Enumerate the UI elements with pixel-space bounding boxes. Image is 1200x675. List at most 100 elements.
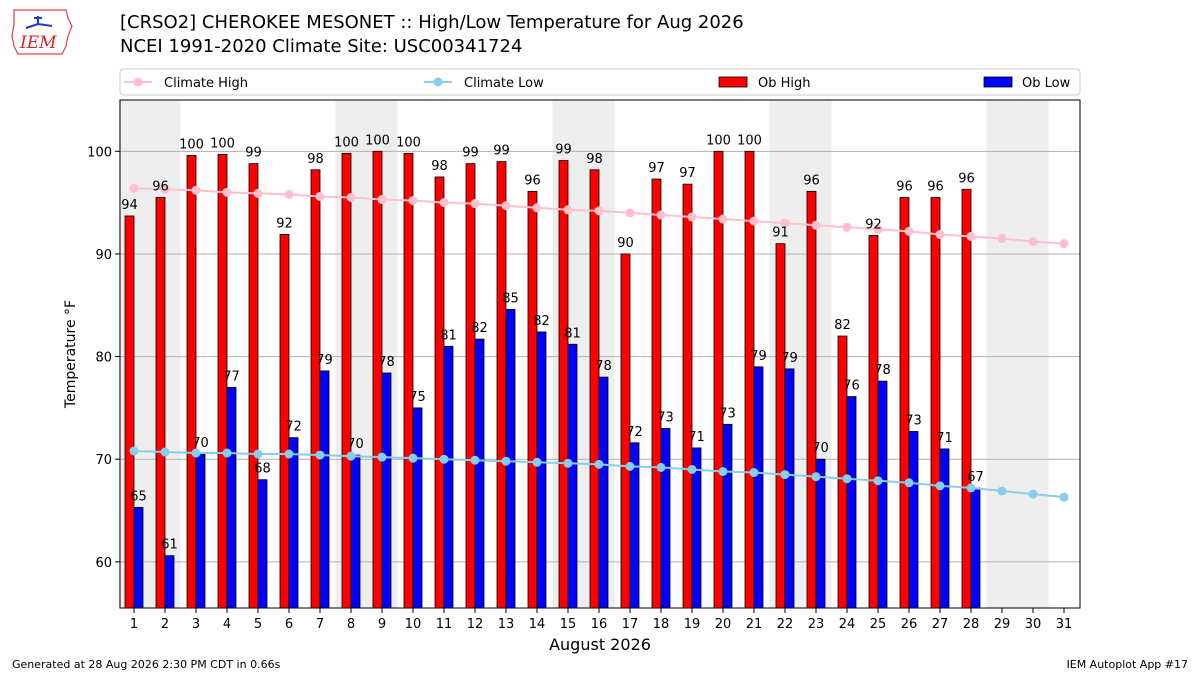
x-tick-label: 6 bbox=[285, 617, 293, 632]
ob-low-label: 68 bbox=[254, 462, 271, 477]
ob-low-bar-day-11 bbox=[443, 345, 454, 609]
climate-high-point-day-17 bbox=[625, 208, 635, 218]
x-tick-label: 16 bbox=[591, 617, 608, 632]
ob-low-bar-day-23 bbox=[815, 458, 826, 609]
climate-high-point-day-10 bbox=[408, 196, 418, 206]
climate-high-point-day-28 bbox=[966, 231, 976, 241]
ob-low-label: 72 bbox=[285, 420, 302, 435]
ob-low-bar-day-6 bbox=[288, 437, 299, 609]
ob-high-bar-day-28 bbox=[961, 188, 972, 609]
ob-high-label: 99 bbox=[555, 143, 572, 158]
ob-low-bar-day-14 bbox=[536, 331, 547, 609]
climate-low-point-day-10 bbox=[408, 453, 418, 463]
x-tick-label: 31 bbox=[1056, 617, 1073, 632]
ob-high-bar-day-12 bbox=[465, 163, 476, 609]
ob-high-bar-day-24 bbox=[837, 335, 848, 609]
ob-low-bar-day-10 bbox=[412, 407, 423, 609]
x-tick-label: 17 bbox=[622, 617, 639, 632]
climate-high-point-day-18 bbox=[656, 210, 666, 220]
weather-station-icon bbox=[25, 16, 53, 29]
ob-low-label: 78 bbox=[595, 359, 612, 374]
x-tick-label: 12 bbox=[467, 617, 484, 632]
ob-low-label: 78 bbox=[378, 355, 395, 370]
x-tick-label: 21 bbox=[746, 617, 763, 632]
ob-high-label: 82 bbox=[834, 318, 851, 333]
ob-low-label: 71 bbox=[936, 431, 953, 446]
legend-ob-low-swatch bbox=[983, 76, 1013, 88]
y-tick-label: 60 bbox=[95, 556, 112, 571]
ob-high-bar-day-14 bbox=[527, 190, 538, 609]
climate-high-point-day-8 bbox=[346, 192, 356, 202]
x-tick-label: 14 bbox=[529, 617, 546, 632]
legend-climate-high-marker bbox=[133, 77, 143, 87]
ob-high-bar-day-22 bbox=[775, 243, 786, 609]
climate-high-point-day-21 bbox=[749, 216, 759, 226]
x-tick-label: 26 bbox=[901, 617, 918, 632]
x-tick-label: 3 bbox=[192, 617, 200, 632]
climate-high-point-day-15 bbox=[563, 205, 573, 215]
ob-low-bar-day-21 bbox=[753, 366, 764, 609]
climate-low-point-day-16 bbox=[594, 459, 604, 469]
ob-high-bar-day-7 bbox=[310, 169, 321, 609]
app-label: IEM Autoplot App #17 bbox=[1066, 658, 1189, 671]
legend-ob-high-label: Ob High bbox=[758, 76, 811, 91]
ob-low-bar-day-28 bbox=[970, 487, 981, 609]
ob-low-label: 76 bbox=[843, 379, 860, 394]
ob-low-label: 82 bbox=[471, 321, 488, 336]
legend-climate-low-marker bbox=[433, 77, 443, 87]
ob-low-bar-day-25 bbox=[877, 380, 888, 609]
ob-low-bar-day-4 bbox=[226, 386, 237, 609]
ob-high-label: 96 bbox=[958, 171, 975, 186]
ob-high-label: 100 bbox=[334, 135, 359, 150]
climate-high-point-day-9 bbox=[377, 195, 387, 205]
climate-low-point-day-19 bbox=[687, 464, 697, 474]
ob-low-bar-day-7 bbox=[319, 370, 330, 609]
chart-subtitle: NCEI 1991-2020 Climate Site: USC00341724 bbox=[120, 36, 523, 57]
x-tick-label: 11 bbox=[436, 617, 453, 632]
climate-low-point-day-21 bbox=[749, 468, 759, 478]
ob-low-label: 79 bbox=[781, 351, 798, 366]
climate-low-point-day-4 bbox=[222, 448, 232, 458]
bars bbox=[124, 150, 981, 609]
climate-low-point-day-23 bbox=[811, 472, 821, 482]
ob-high-bar-day-18 bbox=[651, 178, 662, 609]
climate-low-point-day-25 bbox=[873, 476, 883, 486]
ob-low-bar-day-18 bbox=[660, 428, 671, 609]
legend-frame bbox=[119, 68, 1081, 96]
ob-high-label: 92 bbox=[865, 217, 882, 232]
climate-high-point-day-11 bbox=[439, 198, 449, 208]
x-tick-label: 8 bbox=[347, 617, 355, 632]
ob-high-label: 100 bbox=[737, 133, 762, 148]
ob-high-label: 92 bbox=[276, 216, 293, 231]
ob-low-label: 81 bbox=[564, 326, 581, 341]
ob-high-label: 96 bbox=[152, 179, 169, 194]
x-tick-label: 22 bbox=[777, 617, 794, 632]
climate-high-point-day-12 bbox=[470, 199, 480, 209]
ob-low-label: 79 bbox=[750, 349, 767, 364]
ob-high-bar-day-5 bbox=[248, 163, 259, 609]
x-tick-label: 24 bbox=[839, 617, 856, 632]
ob-high-bar-day-3 bbox=[186, 155, 197, 609]
ob-high-label: 98 bbox=[307, 152, 324, 167]
ob-low-label: 79 bbox=[316, 353, 333, 368]
ob-low-bar-day-9 bbox=[381, 372, 392, 609]
climate-low-point-day-11 bbox=[439, 454, 449, 464]
x-tick-label: 9 bbox=[378, 617, 386, 632]
climate-high-point-day-14 bbox=[532, 203, 542, 213]
ob-high-label: 99 bbox=[462, 146, 479, 161]
ob-high-bar-day-9 bbox=[372, 150, 383, 609]
y-tick-label: 70 bbox=[95, 453, 112, 468]
ob-low-label: 65 bbox=[130, 489, 147, 504]
ob-low-bar-day-12 bbox=[474, 338, 485, 609]
weekend-shade-day-30 bbox=[1017, 100, 1049, 608]
ob-low-bar-day-20 bbox=[722, 423, 733, 609]
ob-high-label: 90 bbox=[617, 236, 634, 251]
climate-low-point-day-20 bbox=[718, 467, 728, 477]
climate-high-point-day-26 bbox=[904, 226, 914, 236]
climate-low-point-day-12 bbox=[470, 455, 480, 465]
ob-low-label: 78 bbox=[874, 363, 891, 378]
logo-text: IEM bbox=[19, 33, 57, 53]
climate-low-point-day-18 bbox=[656, 462, 666, 472]
climate-low-point-day-7 bbox=[315, 450, 325, 460]
